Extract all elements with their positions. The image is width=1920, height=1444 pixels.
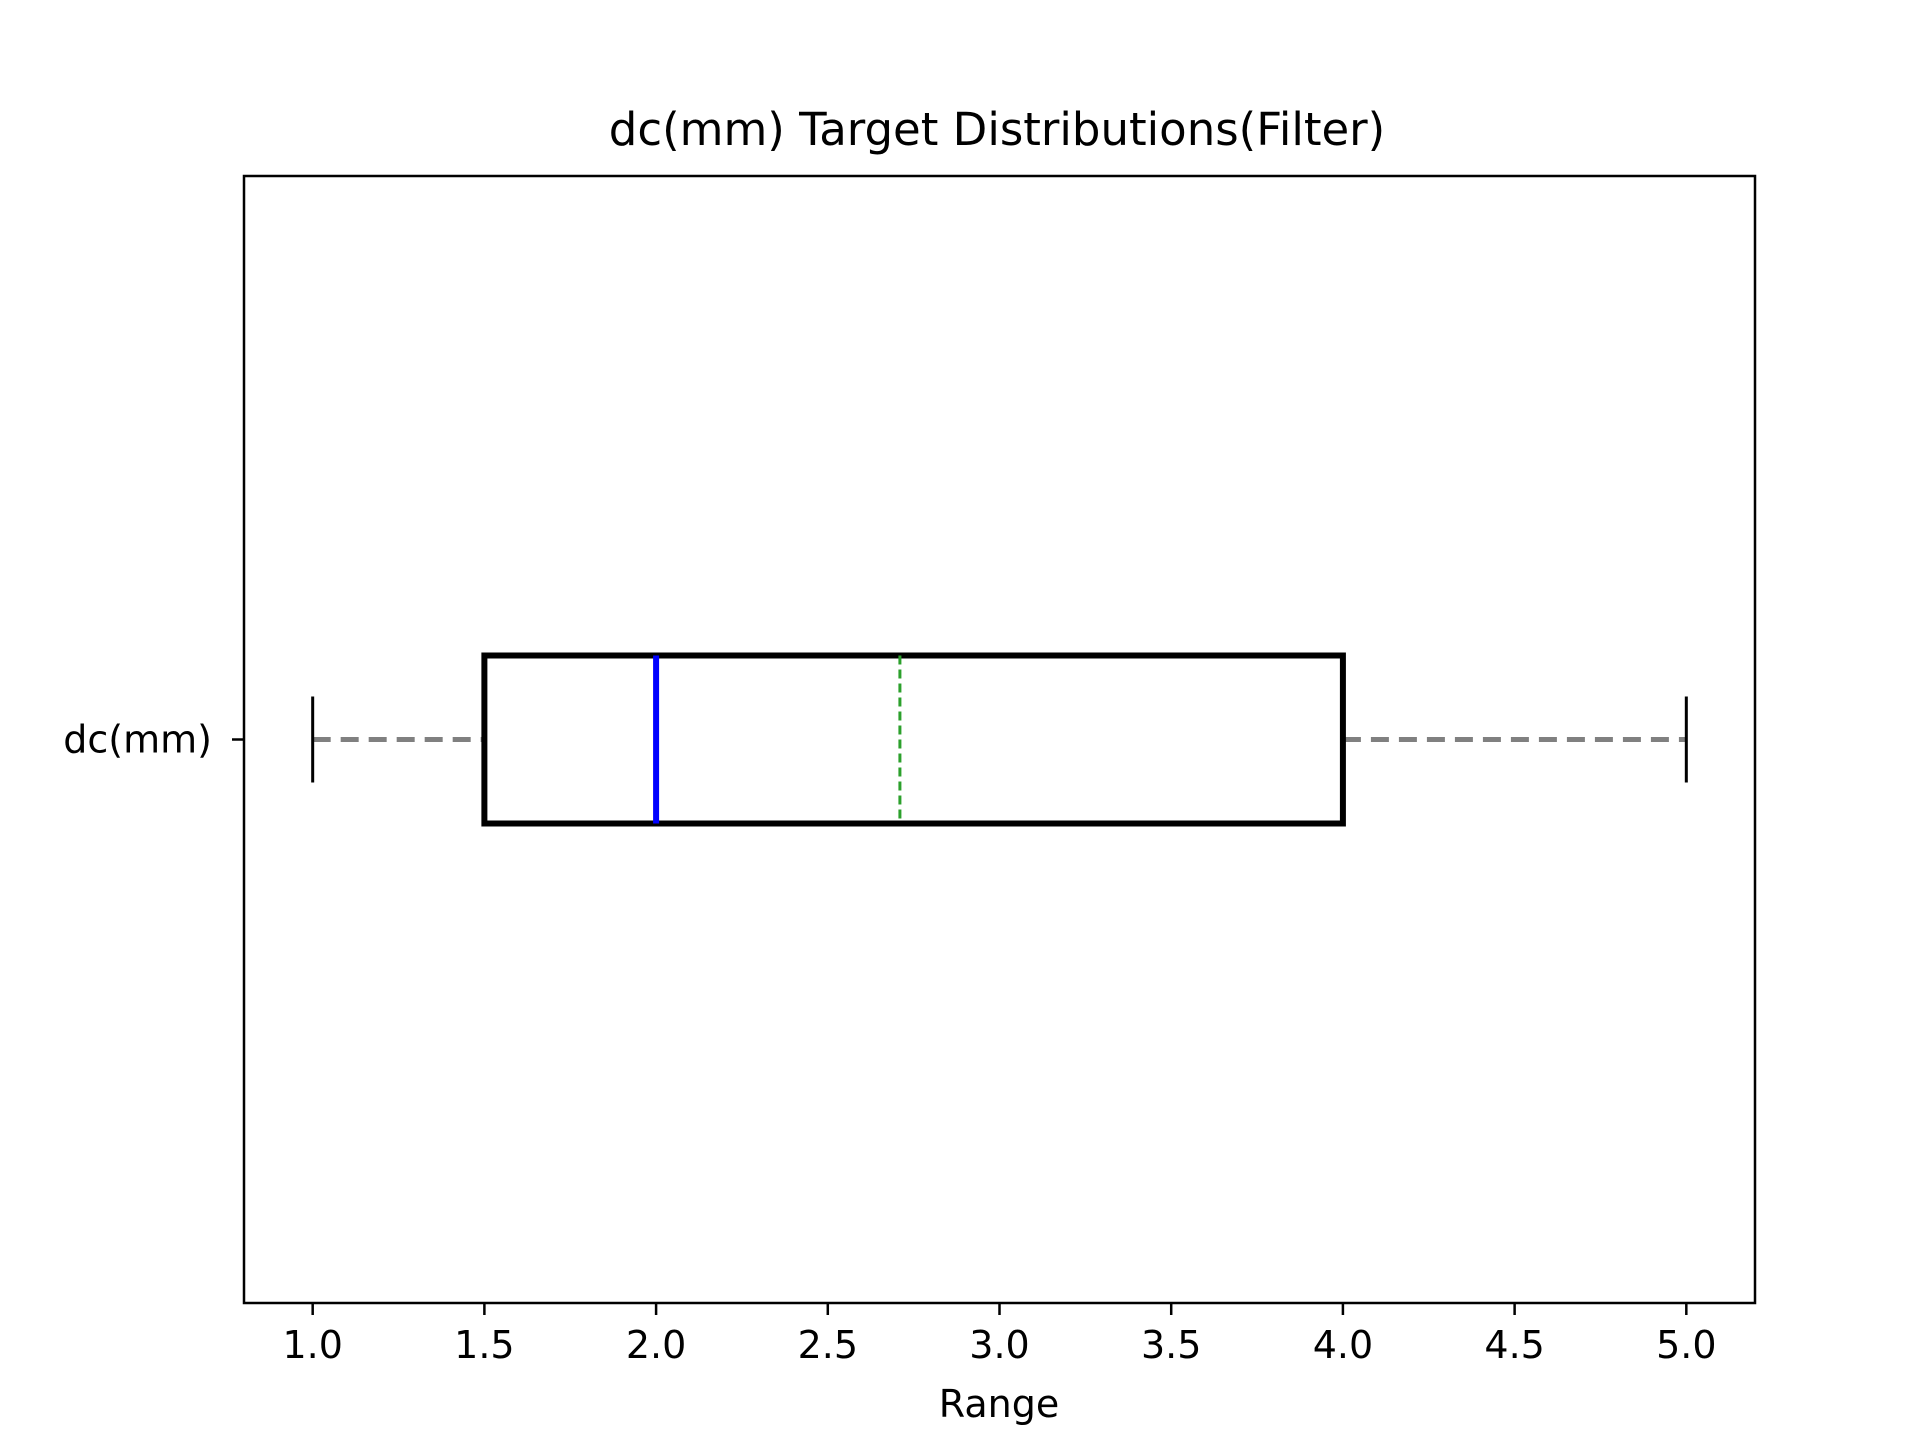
x-tick-label: 1.5 [454, 1323, 514, 1367]
x-tick-label: 2.5 [798, 1323, 858, 1367]
iqr-box [481, 652, 1346, 827]
plot-area [311, 652, 1688, 827]
x-tick-label: 2.0 [626, 1323, 686, 1367]
x-tick-label: 3.5 [1141, 1323, 1201, 1367]
y-axis: dc(mm) [63, 718, 244, 762]
chart-title: dc(mm) Target Distributions(Filter) [609, 103, 1385, 156]
x-tick-label: 4.5 [1484, 1323, 1544, 1367]
x-axis: 1.0 1.5 2.0 2.5 3.0 3.5 4.0 4.5 5.0 [282, 1303, 1717, 1367]
x-tick-label: 4.0 [1313, 1323, 1373, 1367]
x-tick-label: 3.0 [969, 1323, 1029, 1367]
x-axis-label: Range [939, 1382, 1059, 1426]
x-tick-label: 5.0 [1656, 1323, 1716, 1367]
x-tick-label: 1.0 [282, 1323, 342, 1367]
y-tick-label: dc(mm) [63, 718, 212, 762]
